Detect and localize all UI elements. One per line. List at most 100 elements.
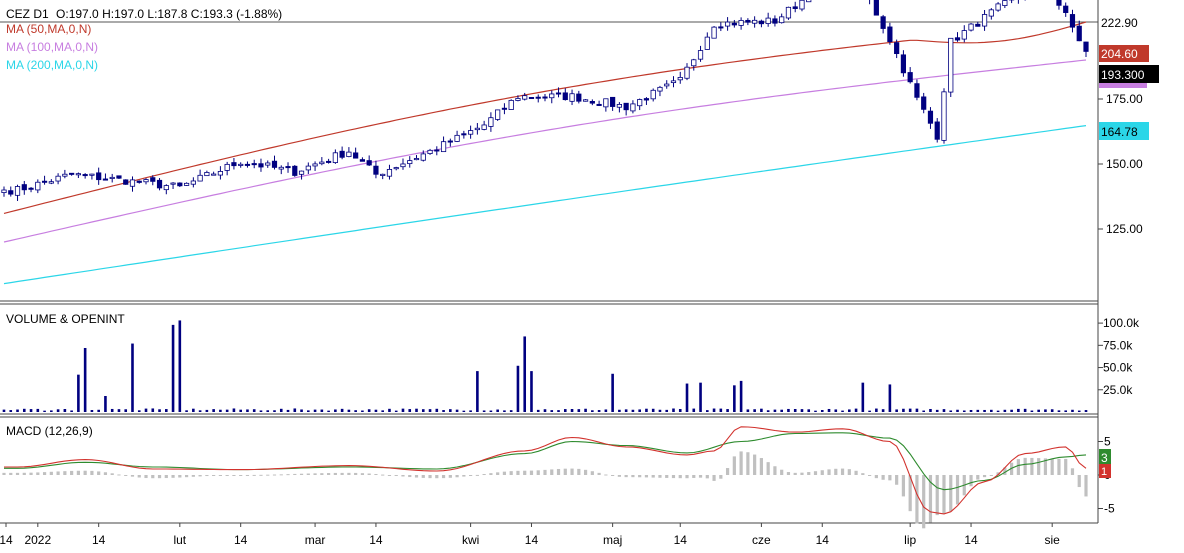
candle-up	[190, 180, 196, 185]
macd-histogram-bar	[164, 475, 168, 479]
volume-bar	[198, 410, 202, 412]
x-tick-label: mar	[305, 533, 326, 547]
macd-histogram-bar	[239, 475, 243, 476]
volume-bar	[435, 408, 439, 412]
macd-histogram-bar	[982, 475, 987, 478]
macd-histogram-bar	[387, 475, 392, 476]
candle-up	[569, 93, 575, 102]
macd-histogram-bar	[651, 475, 655, 478]
x-tick-label: cze	[752, 533, 771, 547]
volume-bar	[1023, 408, 1027, 412]
macd-histogram-bar	[671, 475, 676, 479]
tag-ma50: 204.60	[1101, 47, 1138, 61]
candle-up	[806, 0, 812, 3]
macd-histogram-bar	[611, 475, 615, 476]
candle-up	[454, 134, 460, 142]
candle-up	[765, 17, 771, 24]
macd-histogram-bar	[644, 475, 649, 478]
macd-lines	[2, 426, 1088, 529]
candle-down	[1056, 0, 1062, 6]
macd-tick-label: 5	[1104, 435, 1111, 449]
tag-macd-value-bg	[1099, 464, 1111, 478]
macd-histogram-bar	[1037, 458, 1041, 475]
macd-histogram-bar	[374, 474, 378, 476]
volume-bar	[611, 373, 614, 412]
candle-up	[508, 99, 514, 110]
macd-histogram-bar	[908, 475, 912, 512]
macd-histogram-bar	[110, 473, 114, 475]
volume-bar	[110, 408, 114, 412]
candle-up	[62, 173, 68, 177]
volume-bar	[645, 408, 648, 412]
macd-histogram-bar	[347, 472, 351, 475]
candle-up	[995, 3, 1001, 11]
volume-bar	[388, 408, 391, 412]
macd-histogram-bar	[1016, 459, 1020, 475]
macd-histogram-bar	[895, 475, 899, 485]
macd-histogram-bar	[861, 473, 865, 475]
volume-bar	[1071, 409, 1074, 412]
tag-ma50-bg	[1099, 45, 1149, 62]
volume-bar	[733, 385, 736, 412]
volume-bar	[875, 408, 878, 412]
volume-bar	[327, 410, 330, 412]
volume-bar	[563, 409, 567, 412]
volume-bar	[1017, 408, 1020, 412]
candle-up	[691, 59, 697, 67]
macd-histogram-bar	[245, 474, 250, 476]
volume-bar	[455, 409, 459, 412]
macd-histogram-bar	[266, 474, 270, 476]
macd-histogram-bar	[137, 475, 141, 478]
ma-line-1	[3, 59, 1087, 243]
macd-histogram-bar	[83, 470, 87, 475]
candle-down	[41, 180, 48, 183]
volume-bar	[834, 409, 838, 412]
candle-down	[123, 179, 129, 185]
macd-histogram-bar	[441, 475, 446, 479]
macd-histogram-bar	[22, 472, 26, 475]
macd-histogram-bar	[489, 473, 493, 475]
candle-up	[393, 167, 399, 170]
volume-bar	[773, 409, 777, 412]
volume-bar	[279, 408, 283, 412]
volume-bar	[895, 409, 898, 412]
candle-down	[82, 174, 88, 177]
macd-histogram-bar	[435, 475, 439, 479]
candle-down	[975, 23, 981, 27]
x-tick-label: maj	[603, 533, 622, 547]
volume-bar	[50, 410, 53, 412]
volume-bar	[225, 409, 229, 412]
volume-bar	[462, 410, 466, 412]
volume-bar	[381, 410, 384, 412]
macd-histogram-bar	[942, 475, 946, 514]
macd-histogram-bar	[293, 473, 297, 475]
macd-histogram-bar	[157, 475, 162, 479]
volume-bar	[442, 410, 445, 412]
candle-up	[549, 93, 555, 99]
macd-histogram-bar	[570, 468, 574, 475]
candle-down	[1063, 5, 1069, 13]
volume-bar	[516, 365, 520, 412]
volume-bar	[90, 410, 94, 412]
macd-histogram-bar	[624, 475, 628, 478]
candle-down	[136, 180, 142, 183]
macd-histogram-bar	[712, 475, 716, 481]
macd-histogram-bar	[739, 451, 743, 475]
volume-bar	[1077, 410, 1081, 412]
macd-histogram-bar	[665, 475, 669, 478]
candle-up	[298, 170, 305, 175]
volume-bar	[1057, 410, 1061, 412]
macd-histogram-bar	[394, 475, 398, 476]
macd-histogram-bar	[847, 469, 851, 475]
macd-histogram-bar	[320, 473, 324, 475]
volume-bar	[1064, 410, 1068, 412]
candle-up	[109, 176, 115, 179]
candle-down	[271, 160, 278, 168]
macd-histogram-bar	[854, 470, 858, 475]
x-tick-label: kwi	[462, 533, 479, 547]
candle-up	[89, 173, 95, 176]
volume-bar	[631, 409, 635, 412]
candle-down	[528, 97, 535, 100]
macd-histogram-bar	[753, 454, 757, 475]
